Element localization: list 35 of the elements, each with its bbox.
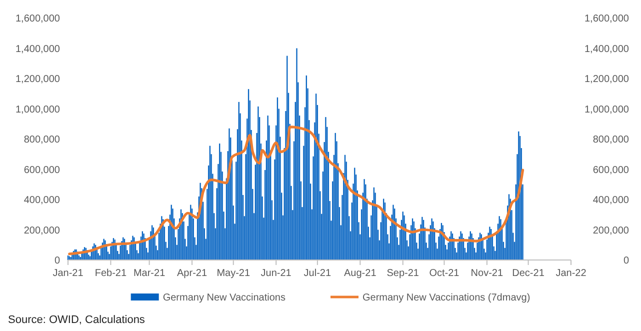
x-tick-label: Dec-21 [512,268,545,279]
y2-tick-label: 1,000,000 [584,104,630,116]
y2-tick-label: 1,200,000 [584,74,630,85]
y-tick-label: 0 [54,256,60,266]
y-tick-label: 1,400,000 [16,44,60,55]
legend-label: Germany New Vaccinations (7dmavg) [362,292,530,304]
x-tick-label: Feb-21 [94,268,127,279]
legend-label: Germany New Vaccinations [162,292,286,304]
y-tick-label: 200,000 [24,225,60,236]
source-note: Source: OWID, Calculations [8,314,146,326]
x-tick-label: May-21 [216,268,250,279]
x-tick-label: Oct-21 [429,268,460,279]
y2-tick-label: 400,000 [592,195,630,206]
y2-tick-label: 1,400,000 [584,44,630,55]
x-tick-label: Aug-21 [344,268,377,279]
x-tick-label: Apr-21 [177,268,208,279]
x-tick-label: Nov-21 [470,268,504,279]
y2-tick-label: 1,600,000 [584,14,630,24]
line-series [68,126,524,256]
x-tick-label: Mar-21 [133,268,166,279]
y-tick-label: 1,600,000 [16,14,60,24]
y-tick-label: 800,000 [24,134,60,146]
y2-tick-label: 600,000 [592,164,630,176]
y-tick-label: 400,000 [24,195,60,206]
x-tick-label: Jan-22 [556,268,587,279]
y-tick-label: 1,200,000 [16,74,60,85]
x-tick-label: Sep-21 [386,268,420,279]
y-tick-label: 1,000,000 [16,104,60,116]
y-tick-label: 600,000 [24,164,60,176]
y2-tick-label: 800,000 [592,134,630,146]
x-tick-label: Jun-21 [260,268,292,279]
y2-tick-label: 200,000 [592,225,630,236]
x-tick-label: Jul-21 [304,268,332,279]
y2-tick-label: 0 [623,256,630,266]
x-tick-label: Jan-21 [52,268,84,279]
